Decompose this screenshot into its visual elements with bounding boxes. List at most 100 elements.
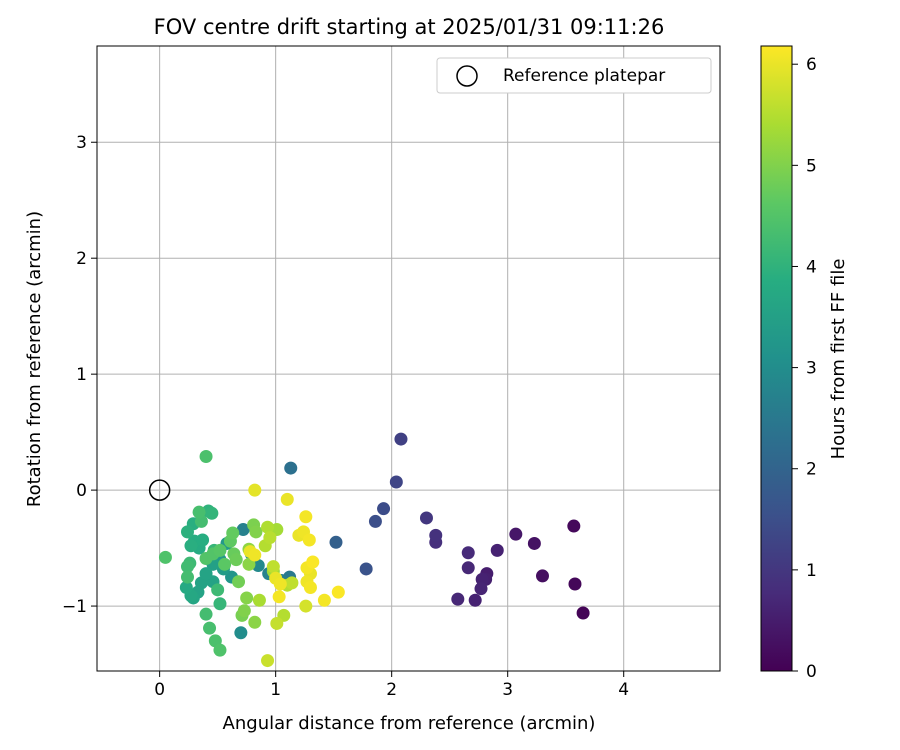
plot-grid bbox=[97, 46, 720, 671]
y-axis-ticks: −1 0 1 2 3 bbox=[62, 133, 97, 617]
y-tick-label: 3 bbox=[76, 133, 87, 153]
x-axis-label: Angular distance from reference (arcmin) bbox=[223, 713, 596, 734]
scatter-point bbox=[199, 449, 213, 463]
scatter-point bbox=[394, 432, 408, 446]
scatter-point bbox=[302, 533, 316, 547]
colorbar-tick-label: 3 bbox=[806, 359, 817, 379]
colorbar-tick-label: 5 bbox=[806, 156, 817, 176]
colorbar: 0 1 2 3 4 5 6 Hours from first FF file bbox=[760, 45, 849, 682]
scatter-point bbox=[240, 591, 254, 605]
x-tick-label: 2 bbox=[386, 680, 397, 700]
scatter-point bbox=[329, 535, 343, 549]
scatter-point bbox=[184, 539, 198, 553]
y-axis-label: Rotation from reference (arcmin) bbox=[24, 211, 45, 507]
scatter-point bbox=[468, 593, 482, 607]
scatter-point bbox=[249, 525, 263, 539]
scatter-point bbox=[199, 567, 213, 581]
colorbar-tick-label: 6 bbox=[806, 55, 817, 75]
scatter-point bbox=[211, 583, 225, 597]
scatter-point bbox=[509, 527, 523, 541]
scatter-point bbox=[252, 593, 266, 607]
scatter-point bbox=[199, 607, 213, 621]
scatter-point bbox=[419, 511, 433, 525]
scatter-point bbox=[180, 570, 194, 584]
scatter-point bbox=[273, 577, 287, 591]
scatter-point bbox=[229, 553, 243, 567]
legend-label: Reference platepar bbox=[503, 66, 665, 86]
colorbar-tick-label: 2 bbox=[806, 460, 817, 480]
x-axis-ticks: 0 1 2 3 4 bbox=[154, 671, 629, 700]
scatter-point bbox=[236, 523, 250, 537]
scatter-point bbox=[490, 543, 504, 557]
scatter-point bbox=[461, 546, 475, 560]
x-tick-label: 0 bbox=[154, 680, 165, 700]
scatter-point bbox=[535, 569, 549, 583]
scatter-point bbox=[299, 510, 313, 524]
scatter-point bbox=[474, 582, 488, 596]
scatter-point bbox=[218, 557, 232, 571]
scatter-point bbox=[263, 531, 277, 545]
scatter-point bbox=[429, 528, 443, 542]
colorbar-tick-label: 4 bbox=[806, 257, 817, 277]
scatter-point bbox=[213, 597, 227, 611]
scatter-point bbox=[272, 590, 286, 604]
scatter-point bbox=[451, 592, 465, 606]
x-tick-label: 1 bbox=[270, 680, 281, 700]
scatter-point bbox=[213, 543, 227, 557]
scatter-point bbox=[226, 526, 240, 540]
scatter-point bbox=[248, 615, 262, 629]
y-tick-label: −1 bbox=[62, 597, 87, 617]
scatter-point bbox=[377, 502, 391, 516]
chart-title: FOV centre drift starting at 2025/01/31 … bbox=[154, 15, 665, 39]
x-tick-label: 4 bbox=[618, 680, 629, 700]
scatter-point bbox=[180, 560, 194, 574]
legend-marker bbox=[456, 65, 478, 87]
colorbar-label: Hours from first FF file bbox=[828, 259, 849, 460]
scatter-point bbox=[359, 562, 373, 576]
y-tick-label: 0 bbox=[76, 481, 87, 501]
scatter-point bbox=[270, 616, 284, 630]
scatter-point bbox=[280, 492, 294, 506]
plot-frame bbox=[96, 45, 721, 672]
scatter-point bbox=[179, 581, 193, 595]
scatter-point bbox=[317, 593, 331, 607]
reference-platepar-marker bbox=[148, 479, 171, 501]
scatter-point bbox=[180, 525, 194, 539]
y-tick-label: 2 bbox=[76, 249, 87, 269]
scatter-point bbox=[232, 575, 246, 589]
scatter-point bbox=[192, 505, 206, 519]
scatter-point bbox=[285, 576, 299, 590]
scatter-point bbox=[461, 561, 475, 575]
scatter-point bbox=[576, 606, 590, 620]
scatter-point bbox=[213, 643, 227, 657]
scatter-point bbox=[261, 520, 275, 534]
scatter-point bbox=[527, 536, 541, 550]
scatter-point bbox=[389, 475, 403, 489]
scatter-points bbox=[158, 432, 590, 668]
scatter-point bbox=[303, 581, 317, 595]
scatter-point bbox=[234, 626, 248, 640]
x-tick-label: 3 bbox=[502, 680, 513, 700]
scatter-point bbox=[331, 585, 345, 599]
scatter-point bbox=[306, 555, 320, 569]
colorbar-ticks: 0 1 2 3 4 5 6 bbox=[792, 55, 817, 682]
scatter-point bbox=[299, 599, 313, 613]
scatter-point bbox=[567, 519, 581, 533]
reference-point-layer bbox=[148, 479, 171, 501]
scatter-point bbox=[203, 621, 217, 635]
scatter-point bbox=[248, 548, 262, 562]
scatter-point bbox=[368, 514, 382, 528]
scatter-point bbox=[237, 604, 251, 618]
legend-box bbox=[436, 57, 712, 94]
colorbar-gradient bbox=[760, 45, 793, 672]
scatter-point bbox=[261, 654, 275, 668]
colorbar-tick-label: 1 bbox=[806, 561, 817, 581]
scatter-point bbox=[242, 557, 256, 571]
legend: Reference platepar bbox=[436, 57, 712, 94]
scatter-point bbox=[248, 483, 262, 497]
colorbar-tick-label: 0 bbox=[806, 662, 817, 682]
scatter-point bbox=[205, 506, 219, 520]
scatter-point bbox=[196, 533, 210, 547]
scatter-point bbox=[266, 560, 280, 574]
